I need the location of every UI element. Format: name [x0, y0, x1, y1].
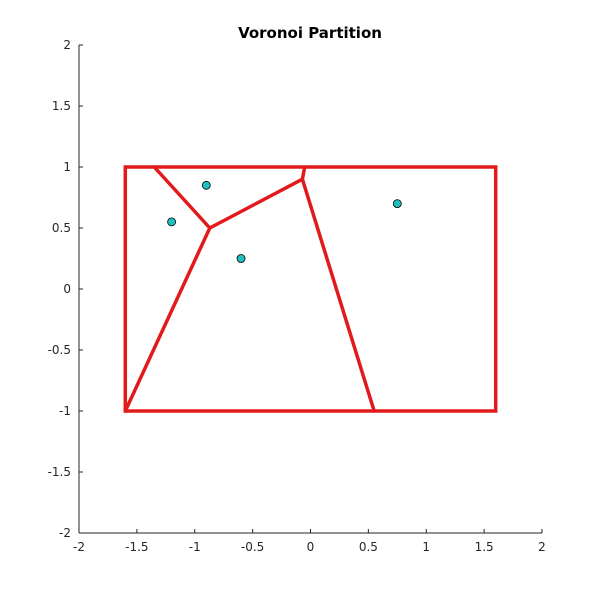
y-tick-label: -0.5	[48, 343, 71, 357]
site-point	[201, 180, 211, 190]
axes: -2 -1.5 -1 -0.5 0 0.5 1 1.5 2 -2 -1.5 -1 -0.5 0 0.5 1 1.…	[48, 38, 546, 554]
voronoi-edge	[123, 226, 212, 413]
site-point	[236, 254, 246, 263]
y-tick-label: 0.5	[52, 221, 71, 235]
voronoi-edge	[300, 177, 376, 413]
y-tick-label: 1.5	[52, 99, 71, 113]
voronoi-edge	[300, 165, 307, 181]
y-tick-label: -1	[59, 404, 71, 418]
y-tick-label: 2	[63, 38, 71, 52]
voronoi-sites	[167, 180, 402, 263]
x-tick-label: -1	[189, 540, 201, 554]
x-tick-label: 1.5	[475, 540, 494, 554]
voronoi-edge	[208, 177, 305, 230]
y-tick-label: -1.5	[48, 465, 71, 479]
site-point	[167, 217, 177, 227]
x-tick-label: 0.5	[359, 540, 378, 554]
voronoi-edge	[152, 165, 212, 230]
y-tick-label: 0	[63, 282, 71, 296]
y-tick-label: -2	[59, 526, 71, 540]
x-tick-label: -0.5	[241, 540, 264, 554]
chart-title: Voronoi Partition	[238, 24, 382, 42]
voronoi-edges	[123, 165, 498, 413]
boundary-rectangle	[123, 165, 498, 413]
x-tick-label: 0	[307, 540, 315, 554]
x-tick-label: 1	[422, 540, 430, 554]
x-tick-label: 2	[538, 540, 546, 554]
y-tick-label: 1	[63, 160, 71, 174]
site-point	[392, 199, 402, 209]
x-tick-label: -2	[73, 540, 85, 554]
x-tick-label: -1.5	[125, 540, 148, 554]
